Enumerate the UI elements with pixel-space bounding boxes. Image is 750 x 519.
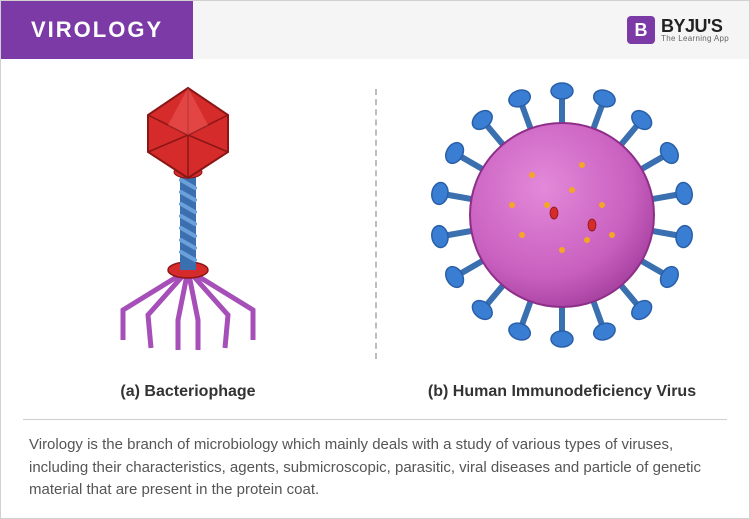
bacteriophage-svg xyxy=(103,80,273,350)
caption-left: (a) Bacteriophage xyxy=(120,383,255,401)
content-row: (a) Bacteriophage xyxy=(1,59,749,419)
caption-right: (b) Human Immunodeficiency Virus xyxy=(428,383,696,401)
brand-block: B BYJU'S The Learning App xyxy=(627,16,729,44)
hiv-illustration xyxy=(412,59,712,371)
panel-right: (b) Human Immunodeficiency Virus xyxy=(375,59,749,419)
page-title-tab: VIROLOGY xyxy=(1,1,193,59)
panel-left: (a) Bacteriophage xyxy=(1,59,375,419)
brand-logo-icon: B xyxy=(627,16,655,44)
brand-text: BYJU'S The Learning App xyxy=(661,17,729,43)
hiv-svg xyxy=(412,75,712,355)
page-title: VIROLOGY xyxy=(31,17,163,43)
bacteriophage-illustration xyxy=(103,59,273,371)
brand-tagline: The Learning App xyxy=(661,35,729,43)
brand-logo-letter: B xyxy=(635,20,648,41)
description-text: Virology is the branch of microbiology w… xyxy=(1,420,749,502)
header-bar: VIROLOGY B BYJU'S The Learning App xyxy=(1,1,749,59)
brand-name: BYJU'S xyxy=(661,17,729,35)
